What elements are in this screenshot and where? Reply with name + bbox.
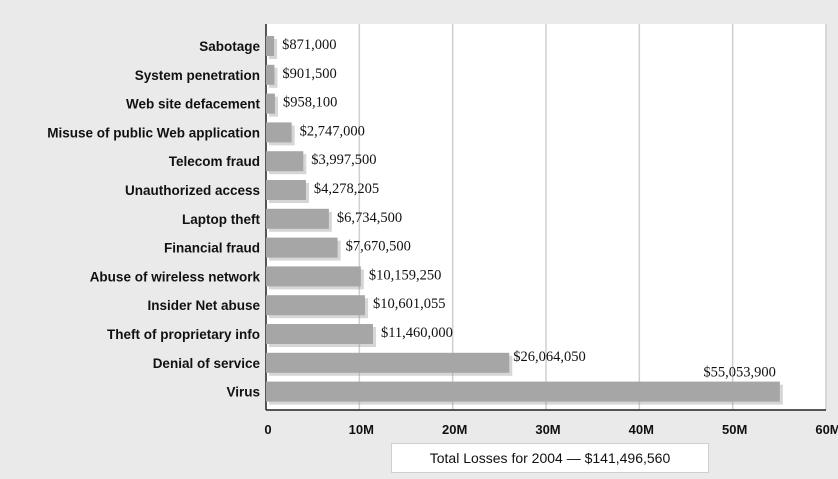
value-label-web-site-defacement: $958,100 [283, 95, 337, 111]
category-label-denial-of-service: Denial of service [153, 356, 261, 371]
value-label-system-penetration: $901,500 [282, 66, 336, 82]
bar-web-site-defacement [266, 93, 275, 114]
value-label-misuse-of-public-web-application: $2,747,000 [300, 123, 365, 139]
category-label-financial-fraud: Financial fraud [164, 241, 260, 256]
bar-abuse-of-wireless-network [266, 266, 361, 287]
value-label-theft-of-proprietary-info: $11,460,000 [381, 325, 453, 341]
category-label-misuse-of-public-web-application: Misuse of public Web application [47, 125, 260, 140]
bar-denial-of-service [266, 352, 510, 373]
bar-telecom-fraud [266, 151, 304, 172]
category-label-unauthorized-access: Unauthorized access [125, 183, 260, 198]
category-label-system-penetration: System penetration [135, 68, 260, 83]
bar-system-penetration [266, 64, 275, 85]
bar-insider-net-abuse [266, 295, 365, 316]
x-tick-label-40M: 40M [629, 422, 654, 437]
category-label-web-site-defacement: Web site defacement [126, 97, 261, 112]
value-label-denial-of-service: $26,064,050 [513, 349, 586, 365]
x-tick-label-50M: 50M [722, 422, 747, 437]
x-tick-label-10M: 10M [349, 422, 374, 437]
category-label-abuse-of-wireless-network: Abuse of wireless network [90, 269, 261, 284]
category-label-insider-net-abuse: Insider Net abuse [147, 298, 260, 313]
category-label-virus: Virus [226, 385, 260, 400]
value-label-unauthorized-access: $4,278,205 [314, 181, 379, 197]
value-label-telecom-fraud: $3,997,500 [311, 152, 376, 168]
value-label-abuse-of-wireless-network: $10,159,250 [369, 267, 442, 283]
value-label-sabotage: $871,000 [282, 37, 336, 53]
value-label-laptop-theft: $6,734,500 [337, 210, 402, 226]
x-tick-label-0: 0 [264, 422, 271, 437]
value-label-virus: $55,053,900 [703, 365, 776, 381]
bar-unauthorized-access [266, 180, 306, 200]
category-label-telecom-fraud: Telecom fraud [169, 154, 260, 169]
bar-financial-fraud [266, 237, 338, 258]
total-losses-label: Total Losses for 2004 — $141,496,560 [391, 443, 709, 473]
value-label-financial-fraud: $7,670,500 [346, 239, 411, 255]
x-tick-label-60M: 60M [815, 422, 838, 437]
bar-sabotage [266, 36, 275, 56]
bar-laptop-theft [266, 208, 329, 229]
category-label-laptop-theft: Laptop theft [182, 212, 260, 227]
category-label-sabotage: Sabotage [199, 39, 260, 54]
bar-misuse-of-public-web-application [266, 122, 292, 143]
x-tick-label-30M: 30M [535, 422, 560, 437]
x-tick-label-20M: 20M [442, 422, 467, 437]
bar-theft-of-proprietary-info [266, 324, 373, 344]
value-label-insider-net-abuse: $10,601,055 [373, 296, 446, 312]
bar-virus [266, 381, 780, 402]
category-label-theft-of-proprietary-info: Theft of proprietary info [107, 327, 260, 342]
